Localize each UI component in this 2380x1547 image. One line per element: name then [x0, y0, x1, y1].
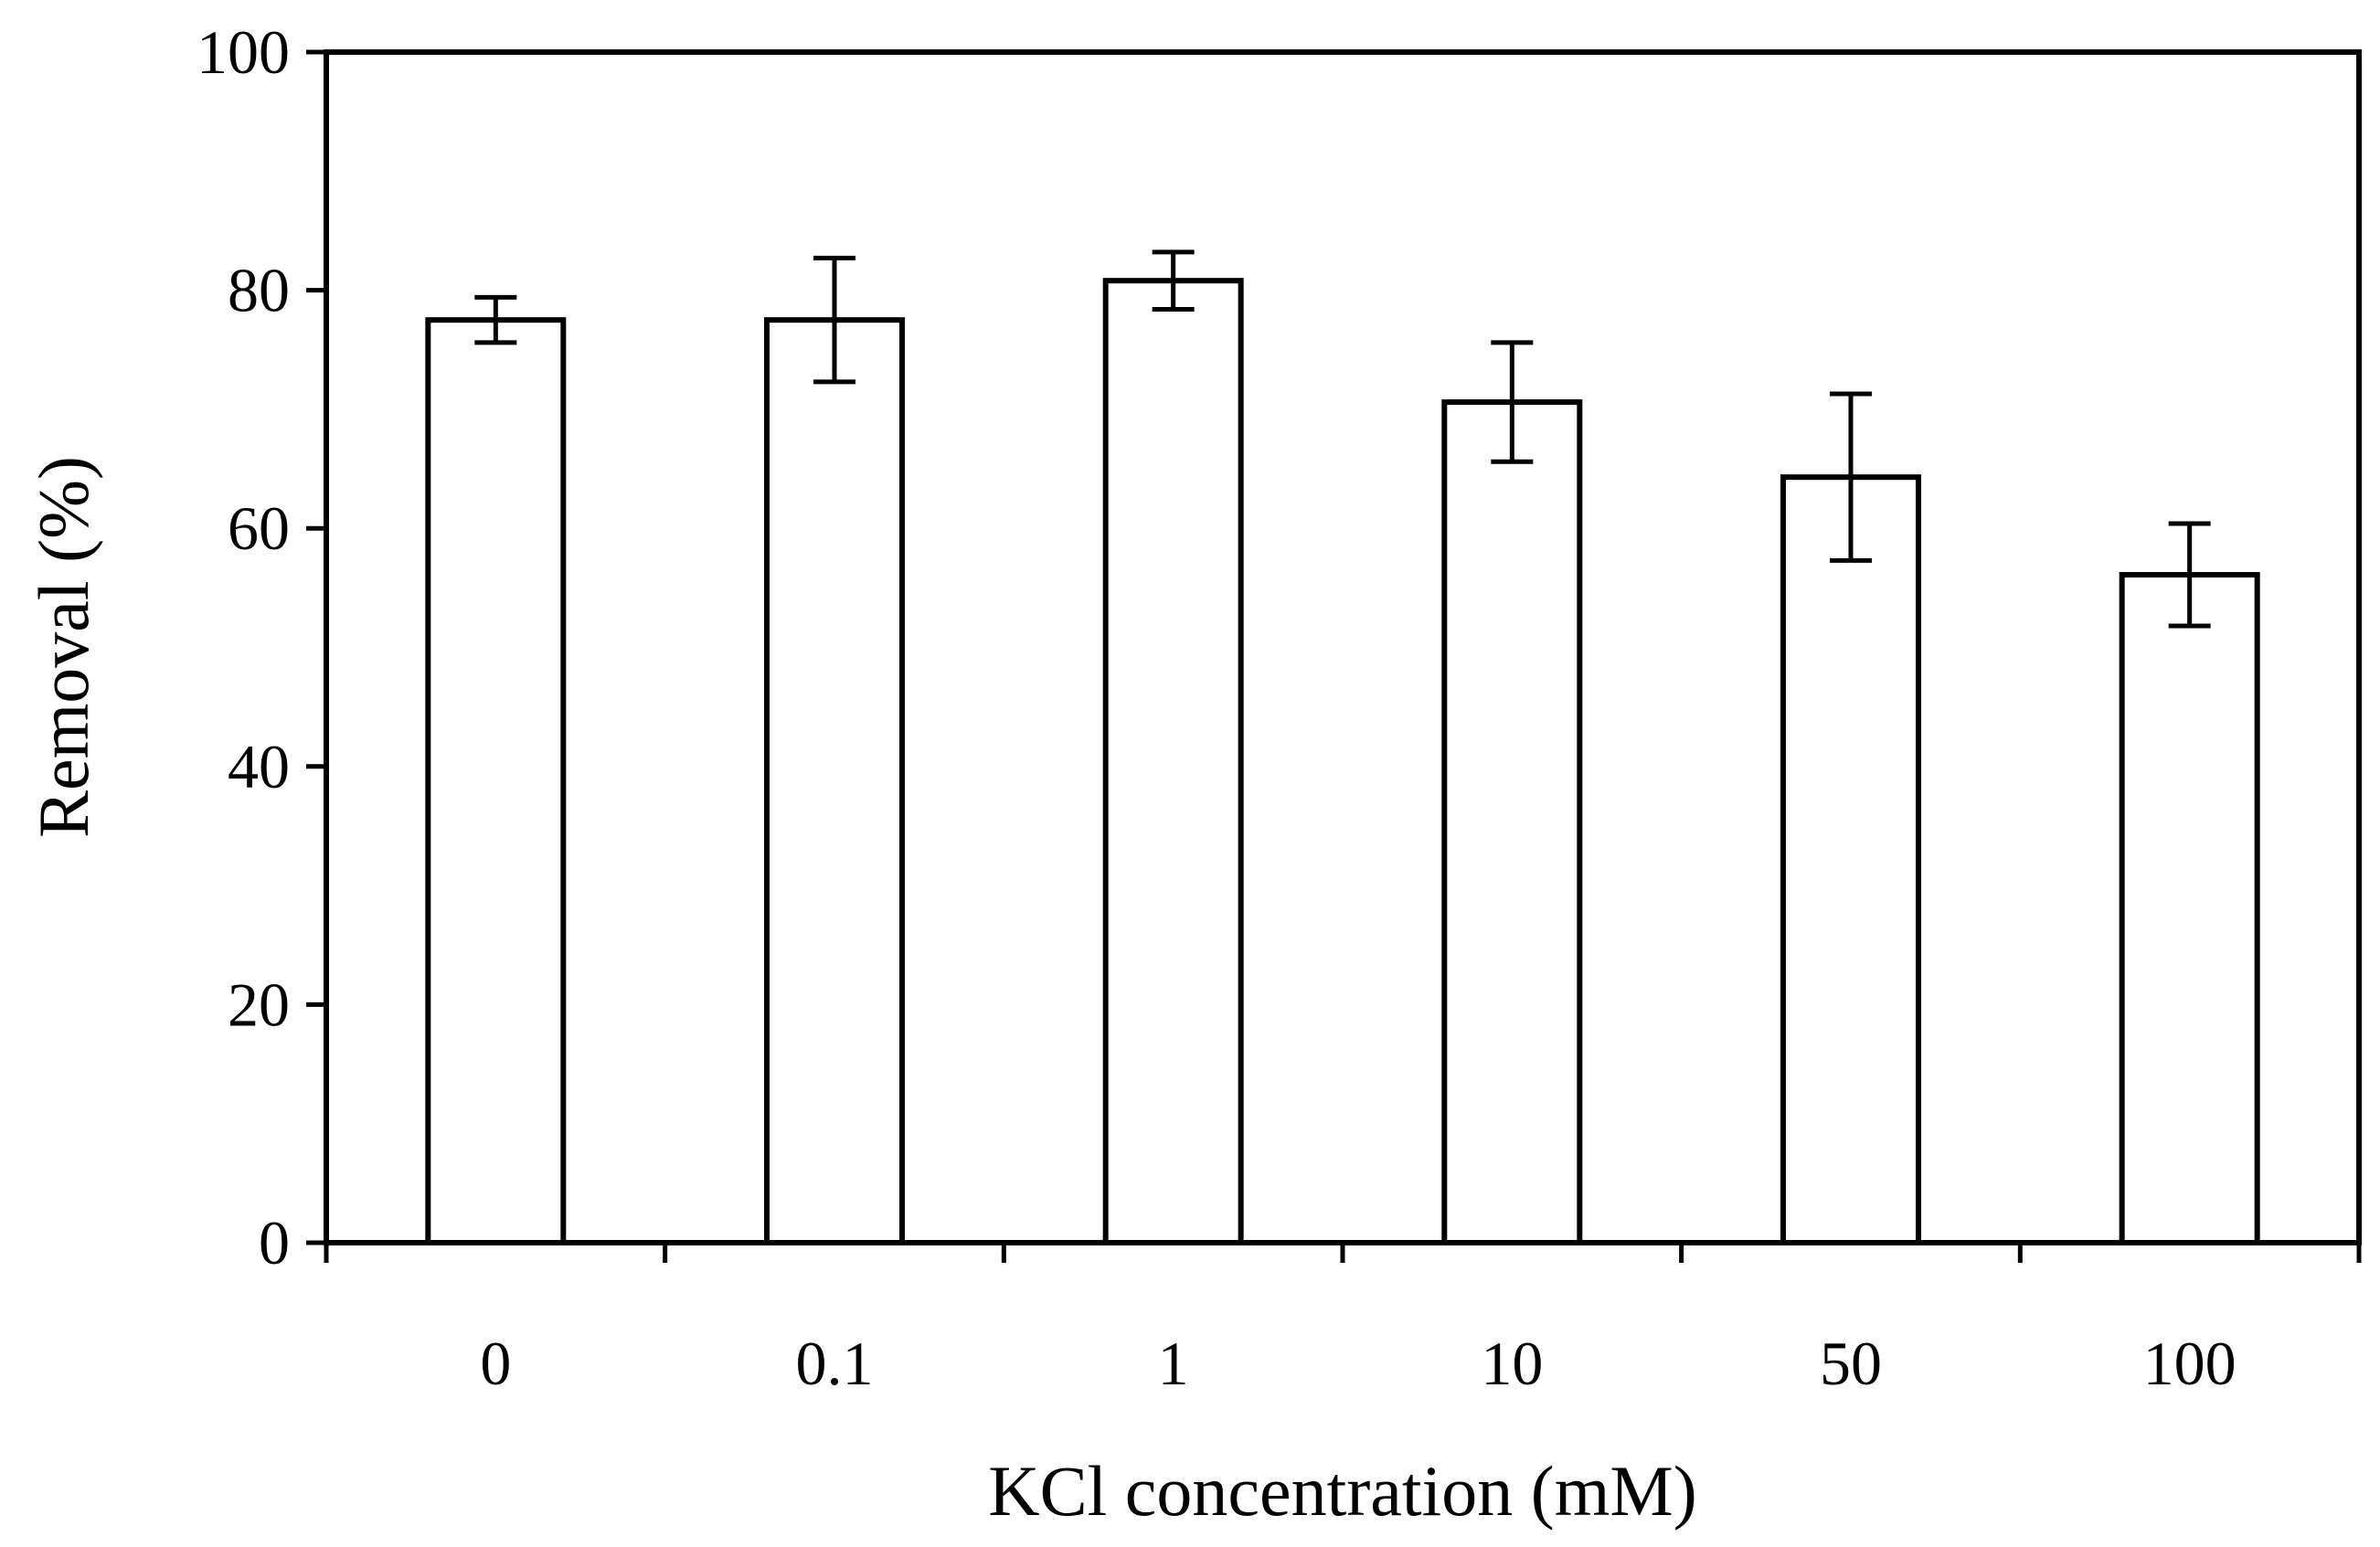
error-bar-0: [474, 294, 517, 345]
error-bars-group: [474, 249, 2211, 629]
bar-50: [1780, 474, 1921, 1245]
x-ticks-group: 0 0.1 1 10 50 100: [324, 1243, 2362, 1398]
bar-100: [2119, 572, 2260, 1245]
x-tick-label: 50: [1820, 1329, 1882, 1398]
y-tick-label: 80: [228, 256, 290, 325]
plot-frame: [324, 49, 2362, 1245]
x-tick-label: 0.1: [796, 1329, 874, 1398]
error-bar-50: [1830, 391, 1872, 563]
error-bar-100: [2168, 521, 2211, 629]
bar-10: [1441, 399, 1583, 1246]
bar-0.1: [764, 317, 905, 1245]
error-bar-0.1: [813, 255, 855, 385]
y-tick-label: 0: [259, 1208, 290, 1277]
bars-group: [425, 278, 2260, 1246]
x-tick-label: 10: [1481, 1329, 1543, 1398]
bar-0: [425, 317, 567, 1245]
y-axis-title: Removal (%): [24, 456, 103, 838]
error-bar-10: [1491, 340, 1534, 464]
error-bar-1: [1152, 249, 1195, 312]
axes-group: [324, 49, 2362, 1245]
y-tick-label: 100: [197, 17, 290, 87]
y-ticks-group: 0 20 40 60 80 100: [197, 17, 326, 1277]
bar-1: [1102, 278, 1244, 1245]
x-axis-title: KCl concentration (mM): [988, 1451, 1696, 1531]
x-tick-label: 1: [1158, 1329, 1189, 1398]
x-tick-label: 0: [480, 1329, 511, 1398]
x-tick-label: 100: [2143, 1329, 2237, 1398]
y-tick-label: 20: [228, 970, 290, 1039]
y-tick-label: 60: [228, 493, 290, 563]
y-tick-label: 40: [228, 732, 290, 801]
